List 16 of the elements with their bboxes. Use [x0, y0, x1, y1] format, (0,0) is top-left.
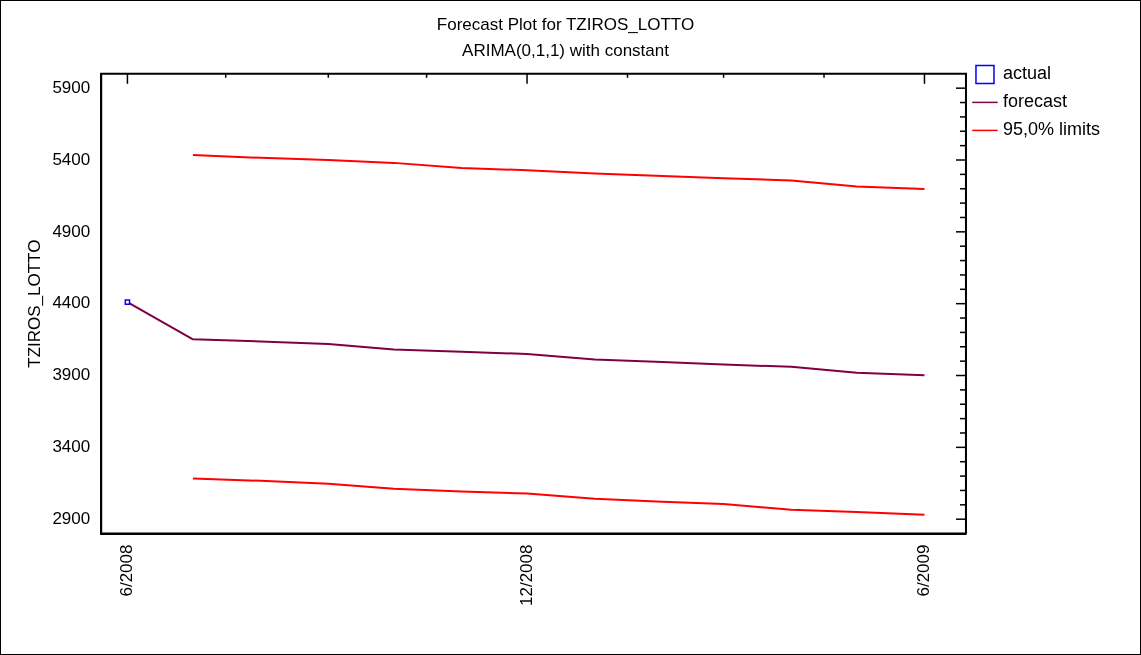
y-tick-label: 4900: [52, 221, 91, 241]
y-tick-label: 5400: [52, 149, 91, 169]
x-tick-label: 6/2008: [117, 544, 137, 597]
legend-label: actual: [1002, 63, 1052, 84]
x-tick-label: 12/2008: [516, 544, 536, 606]
y-tick-label: 4400: [52, 293, 91, 313]
legend-label: 95,0% limits: [1002, 119, 1100, 140]
y-tick-label: 3900: [52, 365, 91, 385]
chart-title: Forecast Plot for TZIROS_LOTTO: [436, 14, 695, 34]
legend-label: forecast: [1002, 91, 1067, 112]
y-tick-label: 5900: [52, 77, 91, 97]
y-tick-label: 3400: [52, 437, 91, 457]
chart-subtitle: ARIMA(0,1,1) with constant: [462, 41, 670, 61]
x-tick-label: 6/2009: [914, 544, 934, 597]
y-axis-title: TZIROS_LOTTO: [24, 239, 44, 368]
y-tick-label: 2900: [52, 508, 91, 528]
